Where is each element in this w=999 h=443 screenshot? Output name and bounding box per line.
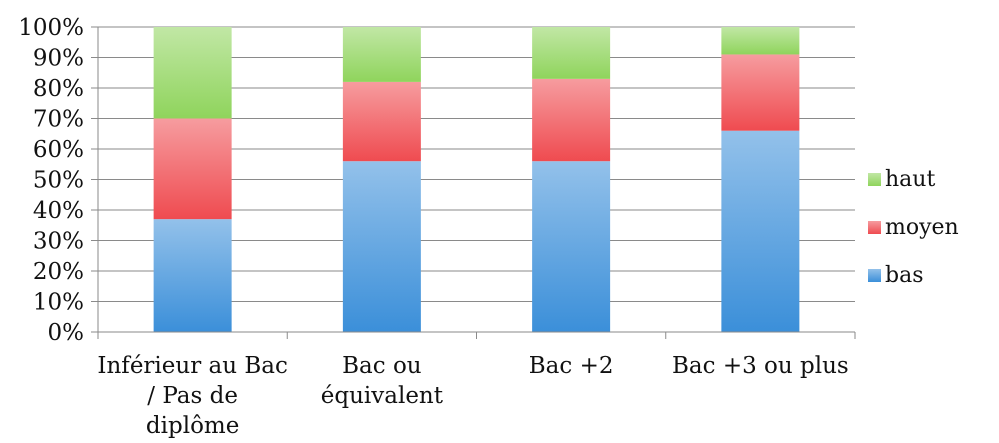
- y-tick-label: 40%: [33, 198, 84, 224]
- bar-moyen: [721, 54, 800, 131]
- bar-haut: [342, 27, 421, 82]
- bar-haut: [153, 27, 232, 119]
- x-tick-label: Inférieur au Bac / Pas de diplôme: [97, 353, 287, 439]
- bar-bas: [721, 130, 800, 332]
- bar-moyen: [532, 78, 611, 162]
- y-tick-label: 50%: [33, 168, 84, 194]
- legend-swatch-bas: [868, 269, 881, 282]
- y-tick-label: 90%: [33, 46, 84, 72]
- x-tick-label: Bac +2: [529, 353, 614, 379]
- bar-moyen: [153, 118, 232, 220]
- bar-bas: [342, 161, 421, 332]
- y-tick-label: 30%: [33, 229, 84, 255]
- legend-swatch-haut: [868, 173, 881, 186]
- y-tick-label: 70%: [33, 107, 84, 133]
- y-tick-label: 10%: [33, 290, 84, 316]
- bars: [153, 27, 800, 332]
- x-axis-ticks: Inférieur au Bac / Pas de diplôme Bac ou équ…: [97, 332, 856, 439]
- legend-swatch-moyen: [868, 221, 881, 234]
- y-axis-ticks: 0% 10% 20% 30% 40% 50% 60% 70% 80% 90% 100%: [18, 15, 98, 346]
- bar-haut: [721, 27, 800, 55]
- y-tick-label: 20%: [33, 259, 84, 285]
- y-tick-label: 80%: [33, 76, 84, 102]
- bar-bas: [532, 161, 611, 332]
- y-tick-label: 0%: [48, 320, 85, 346]
- bar-moyen: [342, 81, 421, 162]
- bar-bas: [153, 219, 232, 332]
- legend: haut moyen bas: [868, 167, 959, 288]
- y-tick-label: 60%: [33, 137, 84, 163]
- legend-label-moyen: moyen: [885, 215, 959, 240]
- legend-label-bas: bas: [885, 263, 924, 288]
- y-tick-label: 100%: [18, 15, 84, 41]
- legend-label-haut: haut: [885, 167, 935, 192]
- x-tick-label: Bac +3 ou plus: [672, 353, 849, 379]
- x-tick-label: Bac ou équivalent: [321, 353, 444, 409]
- bar-haut: [532, 27, 611, 79]
